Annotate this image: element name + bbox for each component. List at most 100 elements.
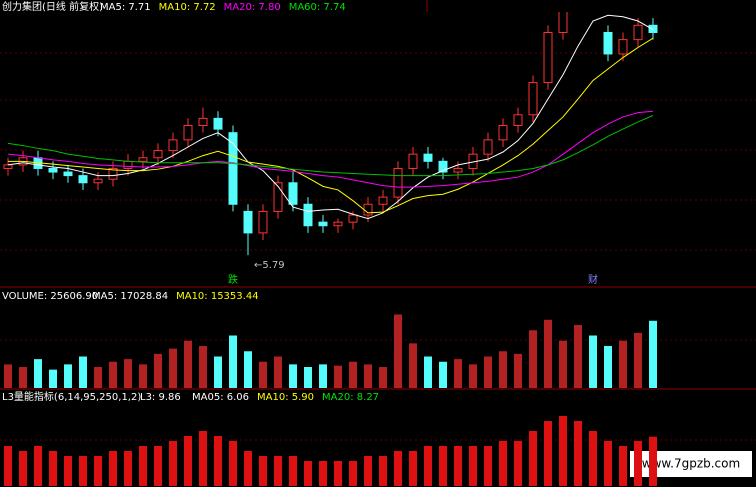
volume-bar bbox=[379, 367, 387, 388]
legend-item: MA10: 15353.44 bbox=[176, 291, 258, 302]
legend-item: MA20: 8.27 bbox=[322, 392, 379, 403]
l3-label: L3量能指标(6,14,95,250,1,2) bbox=[2, 390, 141, 403]
candle-body bbox=[243, 210, 253, 234]
volume-bar bbox=[364, 364, 372, 388]
candle-body bbox=[123, 160, 133, 169]
candle-body bbox=[438, 160, 448, 173]
l3-bar bbox=[199, 431, 207, 486]
l3-bar bbox=[409, 451, 417, 486]
annotation: 财 bbox=[588, 273, 598, 286]
volume-bar bbox=[184, 340, 192, 388]
candle-body bbox=[183, 125, 193, 141]
ma-line bbox=[7, 14, 654, 220]
volume-bar bbox=[634, 332, 642, 388]
candle-body bbox=[288, 182, 298, 205]
l3-bar bbox=[94, 456, 102, 486]
candle-body bbox=[303, 203, 313, 227]
l3-bar bbox=[349, 461, 357, 486]
volume-bar bbox=[124, 359, 132, 388]
candle-body bbox=[453, 167, 463, 173]
l3-bar bbox=[439, 446, 447, 486]
l3-bar bbox=[529, 431, 537, 486]
l3-bar bbox=[79, 456, 87, 486]
l3-bar bbox=[619, 446, 627, 486]
l3-bar bbox=[19, 451, 27, 486]
volume-bar bbox=[94, 367, 102, 388]
volume-bar bbox=[484, 356, 492, 388]
l3-bar bbox=[454, 446, 462, 486]
l3-bar bbox=[49, 451, 57, 486]
legend-item: MA60: 7.74 bbox=[289, 2, 346, 13]
candle-body bbox=[138, 157, 148, 162]
candle-body bbox=[363, 203, 373, 216]
volume-bar bbox=[604, 346, 612, 388]
volume-bar bbox=[199, 346, 207, 388]
volume-bar bbox=[4, 364, 12, 388]
l3-bar bbox=[109, 451, 117, 486]
l3-bar bbox=[139, 446, 147, 486]
ma-line bbox=[8, 37, 654, 214]
l3-bar bbox=[319, 461, 327, 486]
l3-bar bbox=[154, 446, 162, 486]
l3-bar bbox=[424, 446, 432, 486]
volume-bar bbox=[139, 364, 147, 388]
l3-bar bbox=[124, 451, 132, 486]
l3-bar bbox=[634, 441, 642, 486]
volume-bar bbox=[409, 343, 417, 388]
volume-bar bbox=[439, 361, 447, 388]
volume-bar bbox=[574, 325, 582, 388]
l3-bar bbox=[259, 456, 267, 486]
volume-bar bbox=[244, 351, 252, 388]
candle-body bbox=[574, 0, 582, 4]
candle-body bbox=[63, 171, 73, 177]
candle-body bbox=[543, 31, 553, 84]
candle-body bbox=[633, 24, 643, 41]
volume-bar bbox=[154, 353, 162, 388]
l3-bar bbox=[589, 431, 597, 486]
volume-bar bbox=[499, 351, 507, 388]
candle-body bbox=[228, 132, 238, 205]
l3-bar bbox=[604, 441, 612, 486]
candle-body bbox=[153, 150, 163, 159]
volume-bar bbox=[34, 359, 42, 388]
l3-bar bbox=[214, 436, 222, 486]
volume-bar bbox=[544, 319, 552, 388]
l3-bar bbox=[169, 441, 177, 486]
l3-bar bbox=[244, 451, 252, 486]
volume-bar bbox=[214, 356, 222, 388]
volume-bar bbox=[109, 361, 117, 388]
annotation: 跌 bbox=[228, 273, 238, 286]
candle-body bbox=[378, 196, 388, 205]
l3-bar bbox=[394, 451, 402, 486]
l3-bar bbox=[364, 456, 372, 486]
l3-bar bbox=[4, 446, 12, 486]
candle-body bbox=[648, 24, 658, 33]
volume-bar bbox=[424, 356, 432, 388]
chart-title: 创力集团(日线 前复权) bbox=[2, 0, 103, 13]
candle-body bbox=[3, 164, 13, 169]
volume-bar bbox=[79, 356, 87, 388]
volume-bar bbox=[259, 361, 267, 388]
l3-bar bbox=[469, 446, 477, 486]
legend-item: MA10: 5.90 bbox=[257, 392, 314, 403]
volume-bar bbox=[229, 335, 237, 388]
l3-bar bbox=[514, 441, 522, 486]
annotation: ←5.79 bbox=[254, 260, 285, 271]
legend-item: MA10: 7.72 bbox=[159, 2, 216, 13]
l3-bar bbox=[64, 456, 72, 486]
volume-bar bbox=[19, 367, 27, 388]
l3-bar bbox=[484, 446, 492, 486]
volume-bar bbox=[289, 364, 297, 388]
candle-body bbox=[48, 167, 58, 173]
l3-bar bbox=[574, 421, 582, 486]
volume-bar bbox=[49, 369, 57, 388]
volume-bar bbox=[649, 320, 657, 388]
volume-bar bbox=[619, 340, 627, 388]
l3-bar bbox=[229, 441, 237, 486]
volume-bar bbox=[514, 353, 522, 388]
candle-body bbox=[393, 167, 403, 198]
l3-bar bbox=[289, 456, 297, 486]
volume-bar bbox=[319, 364, 327, 388]
volume-bar bbox=[274, 356, 282, 388]
